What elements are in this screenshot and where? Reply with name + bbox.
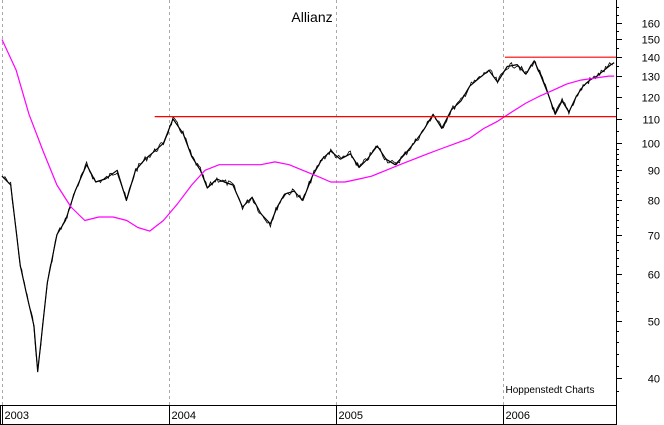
y-tick-label-90: 90 xyxy=(648,166,660,178)
price-daily-texture xyxy=(1,60,613,370)
y-tick-label-50: 50 xyxy=(648,317,660,329)
y-axis-ticks: 40 50 60 70 80 90 100 110 120 130 140 150 160 xyxy=(616,7,660,392)
y-tick-label-70: 70 xyxy=(648,231,660,243)
y-tick-label-100: 100 xyxy=(642,139,660,151)
x-tick-label-2003: 2003 xyxy=(5,410,29,422)
chart-title: Allianz xyxy=(291,9,332,25)
x-tick-label-2004: 2004 xyxy=(172,410,196,422)
y-tick-label-120: 120 xyxy=(642,93,660,105)
price-line-0 xyxy=(1,60,615,373)
y-tick-label-140: 140 xyxy=(642,53,660,65)
y-tick-label-80: 80 xyxy=(648,196,660,208)
y-tick-label-60: 60 xyxy=(648,270,660,282)
y-tick-label-130: 130 xyxy=(642,72,660,84)
moving_average-line-1 xyxy=(1,39,615,232)
x-axis-ticks: 2003 2004 2005 2006 xyxy=(2,405,530,424)
y-tick-label-150: 150 xyxy=(642,35,660,47)
y-tick-label-110: 110 xyxy=(642,115,660,127)
x-tick-label-2005: 2005 xyxy=(339,410,363,422)
x-tick-label-2006: 2006 xyxy=(506,410,530,422)
chart-credit: Hoppenstedt Charts xyxy=(506,385,595,396)
y-tick-label-40: 40 xyxy=(648,374,660,386)
y-tick-label-160: 160 xyxy=(642,19,660,31)
year-grid xyxy=(2,0,504,405)
series-group xyxy=(1,39,616,373)
